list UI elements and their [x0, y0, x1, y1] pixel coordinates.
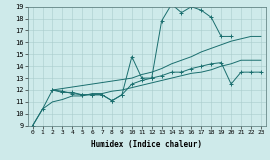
X-axis label: Humidex (Indice chaleur): Humidex (Indice chaleur) — [91, 140, 202, 149]
